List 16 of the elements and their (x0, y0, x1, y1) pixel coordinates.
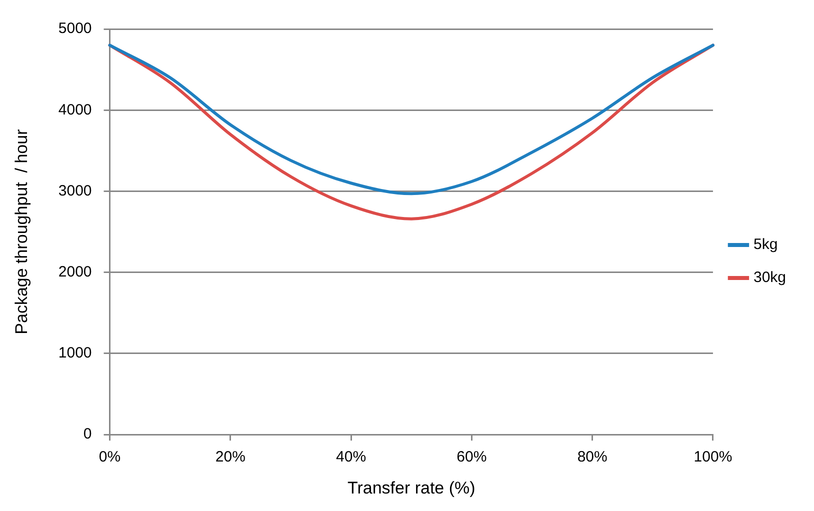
y-tick-label: 0 (83, 426, 92, 443)
x-tick-label: 0% (98, 448, 121, 466)
y-tick-label: 1000 (58, 344, 92, 362)
y-tick-label: 2000 (58, 264, 92, 280)
legend-label: 30kg (753, 269, 786, 286)
x-tick-label: 20% (215, 448, 246, 466)
x-tick-label: 100% (694, 448, 732, 466)
x-tick-label: 80% (577, 448, 608, 466)
x-tick-label: 60% (456, 448, 487, 466)
y-tick-label: 3000 (58, 182, 92, 200)
x-tick-label: 40% (336, 448, 366, 466)
y-tick-label: 4000 (58, 101, 92, 118)
y-tick-label: 5000 (58, 20, 92, 38)
legend-label: 5kg (753, 236, 778, 254)
y-axis-title: Package throughput / hour (12, 128, 31, 334)
x-axis-title: Transfer rate (%) (347, 478, 476, 498)
